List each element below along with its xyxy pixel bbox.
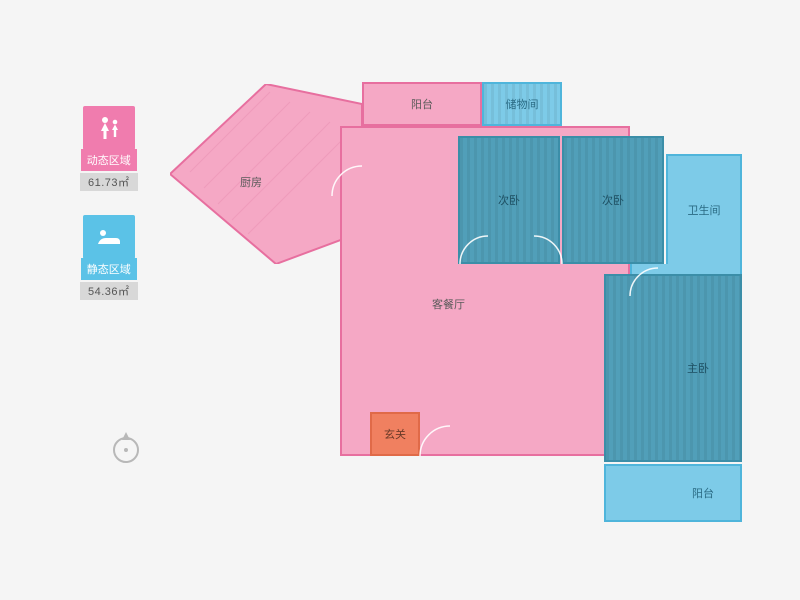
floor-plan: 厨房 阳台 储物间 客餐厅 次卧 次卧 卫生间 主卧 (170, 36, 770, 576)
room-balcony-top: 阳台 (362, 82, 482, 126)
rest-icon (83, 215, 135, 259)
legend-dynamic-label: 动态区域 (81, 149, 137, 171)
room-balcony-top-label: 阳台 (411, 96, 433, 112)
room-balcony-bottom: 阳台 (604, 464, 742, 522)
legend-static-value: 54.36㎡ (80, 282, 138, 300)
room-bedroom2a-label: 次卧 (498, 192, 520, 208)
room-storage: 储物间 (482, 82, 562, 126)
room-master: 主卧 (604, 274, 742, 462)
room-bathroom-label: 卫生间 (688, 202, 721, 218)
legend-static: 静态区域 54.36㎡ (80, 215, 138, 300)
room-entrance-label: 玄关 (384, 426, 406, 442)
legend-dynamic-value: 61.73㎡ (80, 173, 138, 191)
legend: 动态区域 61.73㎡ 静态区域 54.36㎡ (80, 106, 138, 324)
room-bathroom: 卫生间 (666, 154, 742, 266)
compass-icon (108, 430, 144, 466)
room-kitchen-shape (170, 84, 362, 264)
room-bedroom2b: 次卧 (562, 136, 664, 264)
room-master-label: 主卧 (687, 360, 709, 376)
room-storage-label: 储物间 (506, 96, 539, 112)
legend-dynamic: 动态区域 61.73㎡ (80, 106, 138, 191)
floor-plan-canvas: 动态区域 61.73㎡ 静态区域 54.36㎡ (0, 0, 800, 600)
room-bedroom2b-label: 次卧 (602, 192, 624, 208)
people-icon (83, 106, 135, 150)
legend-static-label: 静态区域 (81, 258, 137, 280)
room-entrance: 玄关 (370, 412, 420, 456)
room-balcony-bottom-label: 阳台 (692, 485, 714, 501)
room-bedroom2a: 次卧 (458, 136, 560, 264)
